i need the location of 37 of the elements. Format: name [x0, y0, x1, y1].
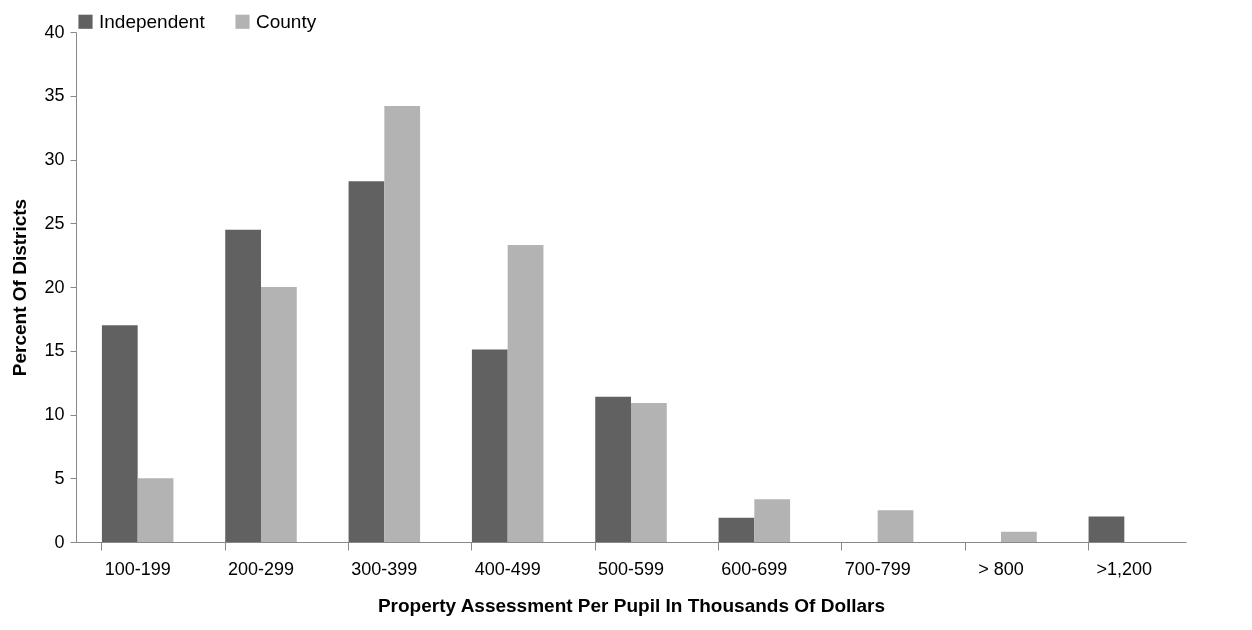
- bar: [348, 181, 385, 542]
- bar: [384, 105, 421, 542]
- bar: [718, 517, 755, 542]
- bar: [754, 499, 791, 542]
- x-tick-label: 700-799: [844, 558, 911, 579]
- y-axis-title: Percent Of Districts: [9, 198, 31, 377]
- bar: [595, 396, 631, 542]
- x-tick-label: > 800: [978, 558, 1024, 579]
- y-tick-label: 0: [54, 531, 65, 552]
- bar: [1001, 531, 1037, 542]
- bar: [1088, 516, 1125, 542]
- bar: [137, 478, 174, 542]
- y-tick-label: 35: [44, 85, 65, 106]
- bar: [101, 325, 138, 542]
- bar: [877, 510, 914, 542]
- bar: [225, 229, 261, 542]
- x-axis-title: Property Assessment Per Pupil In Thousands Of Dollars: [377, 594, 886, 616]
- bar: [471, 349, 508, 542]
- y-tick-label: 15: [44, 340, 65, 361]
- x-tick-label: 100-199: [104, 558, 171, 579]
- y-tick-label: 10: [44, 404, 65, 424]
- bar: [631, 403, 667, 542]
- bar: [261, 287, 297, 542]
- y-tick-label: 20: [44, 276, 65, 297]
- bar: [507, 244, 544, 542]
- x-tick-label: 200-299: [227, 558, 295, 579]
- x-tick-label: >1,200: [1096, 558, 1153, 579]
- x-tick-label: 300-399: [351, 558, 418, 579]
- x-tick-label: 600-699: [721, 558, 788, 579]
- legend-label: Independent: [99, 10, 206, 32]
- x-tick-label: 400-499: [474, 558, 541, 579]
- y-tick-label: 25: [44, 212, 65, 233]
- y-tick-label: 30: [44, 149, 65, 169]
- x-tick-label: 500-599: [597, 558, 665, 579]
- legend-label: County: [256, 10, 317, 32]
- y-tick-label: 40: [44, 21, 65, 42]
- y-tick-label: 5: [54, 467, 65, 488]
